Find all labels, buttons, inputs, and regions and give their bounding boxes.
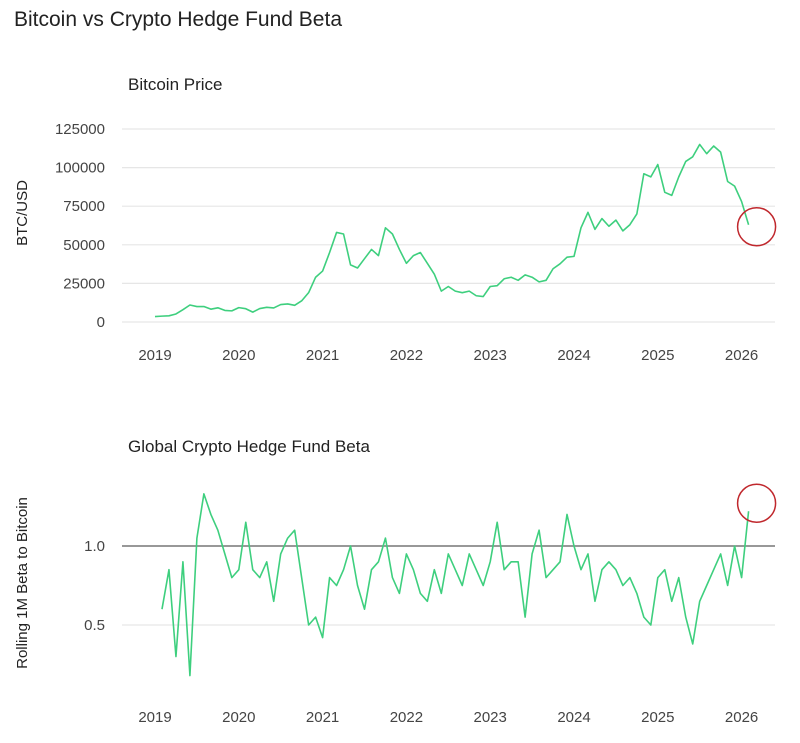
y-tick-label: 1.0	[84, 538, 105, 555]
x-tick-label: 2022	[390, 709, 423, 726]
chart-title-beta: Global Crypto Hedge Fund Beta	[128, 437, 370, 456]
x-tick-label: 2024	[557, 347, 590, 364]
y-tick-label: 25000	[63, 275, 105, 292]
y-axis-label: Rolling 1M Beta to Bitcoin	[14, 497, 31, 669]
x-tick-label: 2020	[222, 347, 255, 364]
y-tick-label: 100000	[55, 160, 105, 177]
x-tick-label: 2019	[138, 347, 171, 364]
y-tick-label: 0	[97, 314, 105, 331]
x-tick-label: 2021	[306, 709, 339, 726]
x-tick-label: 2025	[641, 347, 674, 364]
y-axis-label: BTC/USD	[14, 180, 31, 246]
x-tick-label: 2026	[725, 709, 758, 726]
x-tick-label: 2025	[641, 709, 674, 726]
y-tick-label: 50000	[63, 237, 105, 254]
series-line	[161, 493, 750, 677]
x-tick-label: 2020	[222, 709, 255, 726]
x-tick-label: 2024	[557, 709, 590, 726]
x-tick-label: 2022	[390, 347, 423, 364]
x-tick-label: 2023	[474, 347, 507, 364]
figure-title: Bitcoin vs Crypto Hedge Fund Beta	[14, 8, 343, 31]
chart-title-bitcoin: Bitcoin Price	[128, 75, 223, 94]
y-tick-label: 125000	[55, 121, 105, 138]
x-tick-label: 2021	[306, 347, 339, 364]
x-tick-label: 2019	[138, 709, 171, 726]
x-tick-label: 2026	[725, 347, 758, 364]
annotation-circle	[736, 483, 777, 523]
y-tick-label: 75000	[63, 198, 105, 215]
series-line	[154, 143, 750, 318]
x-tick-label: 2023	[474, 709, 507, 726]
annotation-circle	[736, 206, 777, 247]
y-tick-label: 0.5	[84, 617, 105, 634]
